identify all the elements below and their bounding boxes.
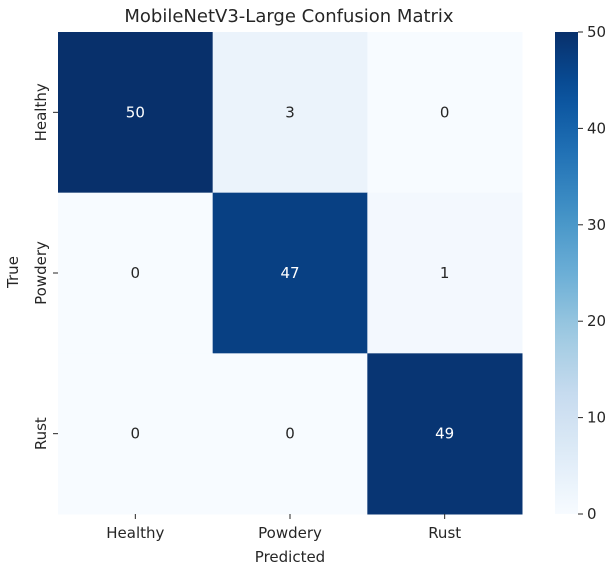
cell-value-label: 47 bbox=[280, 264, 299, 282]
y-axis-label: True bbox=[4, 256, 22, 289]
heatmap-cells: 50 3 0 0 47 1 0 0 49 bbox=[58, 32, 523, 515]
y-tick-label: Powdery bbox=[32, 241, 50, 305]
cell-value-label: 49 bbox=[435, 425, 454, 443]
cell-value-label: 0 bbox=[131, 425, 141, 443]
cell-value-label: 0 bbox=[131, 264, 141, 282]
heatmap-cell bbox=[58, 192, 214, 354]
cell-value-label: 1 bbox=[440, 264, 450, 282]
y-tick-label: Healthy bbox=[32, 83, 50, 141]
y-tick-label: Rust bbox=[32, 417, 50, 450]
colorbar-tick-label: 10 bbox=[587, 409, 606, 427]
cell-value-label: 0 bbox=[440, 103, 450, 121]
heatmap-cell bbox=[212, 192, 368, 354]
heatmap-cell bbox=[367, 32, 523, 194]
x-axis-ticks: Healthy Powdery Rust bbox=[106, 514, 461, 542]
y-axis-ticks: Healthy Powdery Rust bbox=[32, 83, 58, 450]
cell-value-label: 50 bbox=[126, 103, 145, 121]
x-axis-label: Predicted bbox=[255, 548, 325, 566]
x-tick-label: Healthy bbox=[106, 524, 164, 542]
heatmap-cell bbox=[58, 32, 214, 194]
colorbar: 0 10 20 30 40 50 bbox=[555, 23, 606, 523]
cell-value-label: 0 bbox=[285, 425, 295, 443]
colorbar-tick-label: 20 bbox=[587, 312, 606, 330]
colorbar-tick-label: 30 bbox=[587, 216, 606, 234]
colorbar-tick-label: 50 bbox=[587, 23, 606, 41]
x-tick-label: Rust bbox=[428, 524, 461, 542]
x-tick-label: Powdery bbox=[258, 524, 322, 542]
cell-value-label: 3 bbox=[285, 103, 295, 121]
colorbar-gradient bbox=[555, 32, 578, 514]
heatmap-cell bbox=[367, 353, 523, 515]
heatmap-cell bbox=[367, 192, 523, 354]
heatmap-cell bbox=[212, 353, 368, 515]
colorbar-tick-label: 0 bbox=[587, 505, 597, 523]
colorbar-tick-label: 40 bbox=[587, 119, 606, 137]
heatmap-cell bbox=[212, 32, 368, 194]
chart-title: MobileNetV3-Large Confusion Matrix bbox=[124, 6, 454, 27]
heatmap-cell bbox=[58, 353, 214, 515]
